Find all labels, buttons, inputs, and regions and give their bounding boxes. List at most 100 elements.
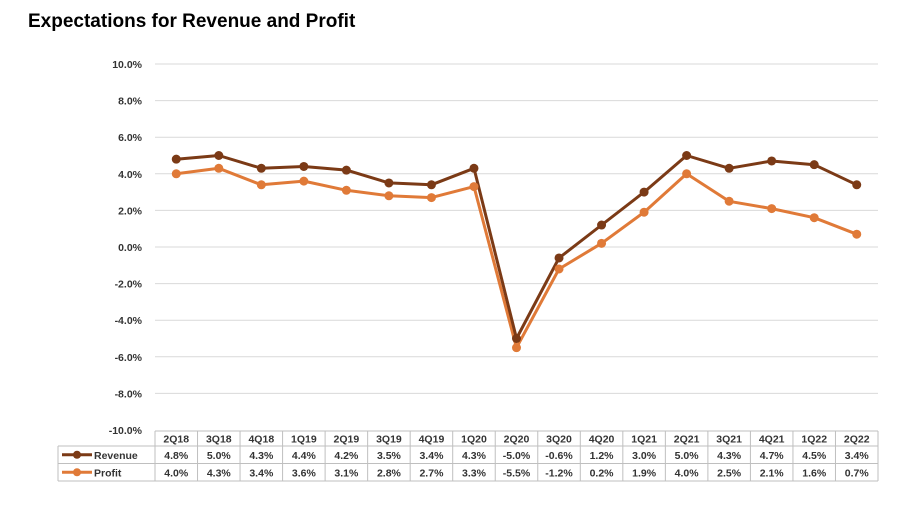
- y-tick-label: 10.0%: [112, 59, 142, 71]
- y-tick-label: -6.0%: [115, 352, 143, 364]
- data-label-profit: 3.4%: [249, 467, 274, 479]
- category-label: 2Q20: [504, 434, 530, 446]
- data-label-revenue: 3.4%: [419, 450, 444, 462]
- data-label-profit: 4.0%: [675, 467, 700, 479]
- y-tick-label: 2.0%: [118, 205, 143, 217]
- legend-key-marker: [73, 468, 81, 477]
- data-point-profit: [426, 193, 436, 203]
- data-table: 2Q18 3Q18 4Q18 1Q19 2Q19 3Q19 4Q19 1Q20 2Q20 3Q20…: [57, 430, 879, 482]
- data-point-revenue: [171, 154, 181, 164]
- category-label: 1Q19: [291, 434, 317, 446]
- data-label-profit: 0.2%: [590, 467, 615, 479]
- data-point-revenue: [724, 163, 734, 173]
- y-tick-label: 0.0%: [118, 242, 143, 254]
- data-point-revenue: [426, 180, 436, 190]
- data-label-profit: 4.0%: [164, 467, 189, 479]
- data-label-revenue: 4.4%: [292, 450, 317, 462]
- data-point-profit: [256, 180, 266, 190]
- data-point-profit: [597, 238, 607, 248]
- data-label-profit: 0.7%: [845, 467, 870, 479]
- data-label-profit: 2.8%: [377, 467, 402, 479]
- data-label-revenue: 4.5%: [802, 450, 827, 462]
- data-label-profit: 2.7%: [419, 467, 444, 479]
- category-label: 2Q22: [844, 434, 870, 446]
- data-label-profit: -1.2%: [545, 467, 573, 479]
- data-point-profit: [469, 182, 479, 192]
- chart-title: Expectations for Revenue and Profit: [28, 11, 356, 32]
- data-label-revenue: 3.0%: [632, 450, 657, 462]
- legend-key-marker: [73, 450, 81, 459]
- data-label-profit: 1.6%: [802, 467, 827, 479]
- gridlines: [155, 63, 878, 394]
- data-point-revenue: [809, 160, 819, 170]
- data-label-revenue: 4.8%: [164, 450, 189, 462]
- data-point-profit: [724, 196, 734, 206]
- data-point-revenue: [554, 253, 564, 263]
- series-line-profit: [174, 166, 859, 350]
- data-point-profit: [809, 213, 819, 223]
- data-label-revenue: 4.3%: [462, 450, 487, 462]
- data-label-profit: 3.3%: [462, 467, 487, 479]
- data-point-revenue: [341, 165, 351, 175]
- data-label-profit: 2.1%: [760, 467, 785, 479]
- y-tick-label: -4.0%: [115, 315, 143, 327]
- data-point-revenue: [639, 187, 649, 197]
- data-label-revenue: 3.4%: [845, 450, 870, 462]
- category-label: 4Q20: [589, 434, 615, 446]
- category-label: 1Q20: [461, 434, 487, 446]
- data-point-profit: [214, 163, 224, 173]
- data-point-revenue: [256, 163, 266, 173]
- data-point-profit: [171, 169, 181, 179]
- data-label-profit: 1.9%: [632, 467, 657, 479]
- data-point-revenue: [682, 151, 692, 160]
- y-tick-label: 8.0%: [118, 96, 143, 108]
- series-lines: [174, 154, 859, 350]
- data-point-revenue: [214, 151, 224, 160]
- category-label: 1Q21: [631, 434, 657, 446]
- data-label-profit: 3.6%: [292, 467, 317, 479]
- data-point-revenue: [469, 163, 479, 173]
- data-point-revenue: [384, 178, 394, 188]
- data-point-profit: [341, 185, 351, 195]
- category-label: 2Q21: [674, 434, 700, 446]
- data-point-revenue: [299, 161, 309, 171]
- data-label-profit: -5.5%: [503, 467, 531, 479]
- data-label-revenue: 4.3%: [249, 450, 274, 462]
- category-label: 4Q21: [759, 434, 785, 446]
- category-label: 1Q22: [801, 434, 827, 446]
- data-point-revenue: [512, 334, 521, 343]
- y-tick-label: -8.0%: [115, 388, 143, 400]
- data-label-revenue: -0.6%: [545, 450, 573, 462]
- data-point-revenue: [852, 180, 862, 190]
- y-tick-label: -2.0%: [115, 279, 143, 291]
- data-point-profit: [682, 169, 692, 179]
- category-label: 3Q19: [376, 434, 402, 446]
- data-point-profit: [554, 264, 564, 274]
- legend-label-revenue: Revenue: [94, 450, 138, 462]
- y-tick-label: 4.0%: [118, 169, 143, 181]
- data-point-profit: [512, 343, 521, 353]
- category-label: 4Q18: [248, 434, 274, 446]
- data-point-revenue: [767, 156, 777, 166]
- data-label-revenue: 4.7%: [760, 450, 785, 462]
- data-point-profit: [767, 204, 777, 214]
- data-label-profit: 3.1%: [334, 467, 359, 479]
- data-label-revenue: -5.0%: [503, 450, 531, 462]
- data-label-profit: 2.5%: [717, 467, 742, 479]
- y-tick-label: 6.0%: [118, 132, 143, 144]
- data-label-revenue: 4.2%: [334, 450, 359, 462]
- y-tick-label: -10.0%: [109, 425, 143, 437]
- data-label-revenue: 3.5%: [377, 450, 402, 462]
- category-label: 3Q21: [716, 434, 742, 446]
- data-label-profit: 4.3%: [207, 467, 232, 479]
- data-label-revenue: 5.0%: [207, 450, 232, 462]
- data-point-profit: [299, 176, 309, 186]
- data-label-revenue: 4.3%: [717, 450, 742, 462]
- data-point-profit: [852, 229, 862, 239]
- category-label: 3Q20: [546, 434, 572, 446]
- category-label: 3Q18: [206, 434, 232, 446]
- legend-label-profit: Profit: [94, 467, 122, 479]
- y-axis-ticks: 10.0% 8.0% 6.0% 4.0% 2.0% 0.0% -2.0% -4.0% -6.0%…: [109, 59, 143, 437]
- data-label-revenue: 5.0%: [675, 450, 700, 462]
